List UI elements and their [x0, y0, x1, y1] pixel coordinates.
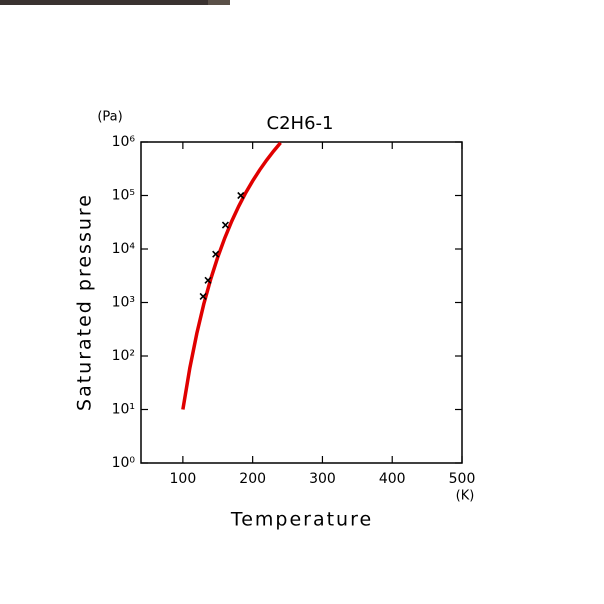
x-axis-label: Temperature [230, 509, 373, 531]
window-strip-end [208, 0, 230, 5]
y-unit: (Pa) [97, 110, 122, 125]
data-point [237, 191, 245, 200]
x-unit: (K) [456, 489, 475, 504]
x-tick-label: 400 [379, 471, 406, 487]
chart-title: C2H6-1 [267, 113, 334, 134]
x-tick-label: 300 [309, 471, 336, 487]
y-tick-label: 10⁵ [112, 188, 135, 204]
y-tick-label: 10⁶ [112, 134, 136, 150]
saturation-curve [181, 141, 282, 410]
y-tick-label: 10⁰ [112, 455, 136, 471]
data-point [212, 250, 220, 258]
data-point [199, 292, 207, 300]
y-tick-label: 10¹ [112, 402, 135, 418]
x-tick-label: 500 [449, 471, 476, 487]
y-tick-label: 10⁴ [112, 241, 136, 257]
x-tick-label: 200 [239, 471, 266, 487]
y-tick-label: 10³ [112, 295, 135, 311]
plot-frame [140, 141, 463, 464]
window-strip [0, 0, 230, 5]
y-tick-label: 10² [112, 348, 135, 364]
y-axis-label: Saturated pressure [74, 193, 96, 411]
data-point [204, 276, 212, 284]
x-tick-label: 100 [170, 471, 197, 487]
data-point [221, 221, 230, 229]
